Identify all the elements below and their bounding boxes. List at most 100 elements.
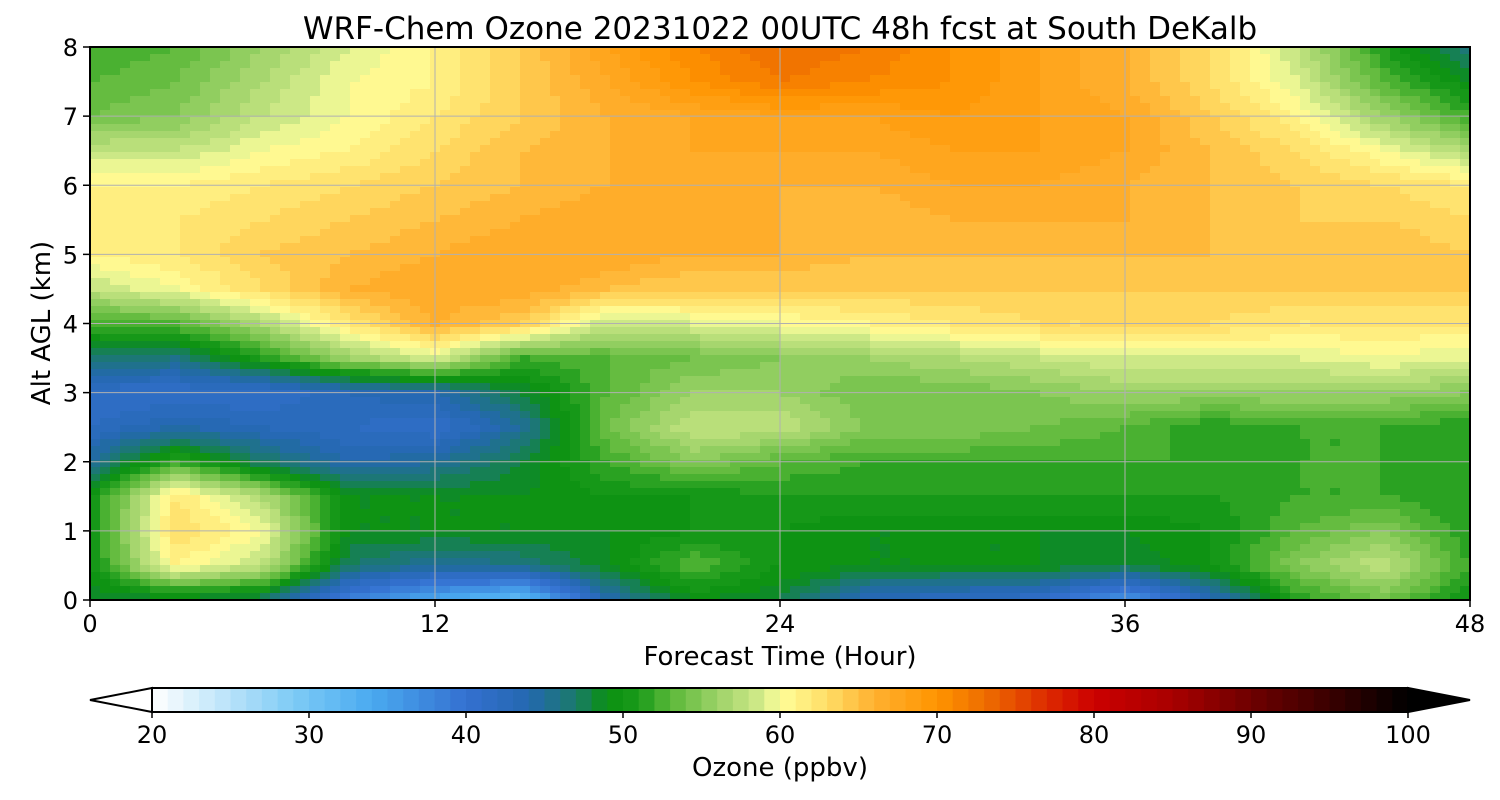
heatmap-cell (710, 215, 721, 223)
heatmap-cell (1270, 124, 1281, 132)
heatmap-cell (250, 61, 261, 69)
heatmap-cell (810, 285, 821, 293)
heatmap-cell (760, 187, 771, 195)
heatmap-cell (510, 194, 521, 202)
heatmap-cell (1340, 187, 1351, 195)
heatmap-cell (820, 229, 831, 237)
heatmap-cell (640, 292, 651, 300)
heatmap-cell (1060, 187, 1071, 195)
heatmap-cell (930, 257, 941, 265)
heatmap-cell (540, 96, 551, 104)
heatmap-cell (660, 103, 671, 111)
heatmap-cell (720, 166, 731, 174)
heatmap-cell (620, 257, 631, 265)
heatmap-cell (1330, 264, 1341, 272)
heatmap-cell (260, 103, 271, 111)
heatmap-cell (1410, 271, 1421, 279)
heatmap-cell (1370, 117, 1381, 125)
heatmap-cell (1100, 117, 1111, 125)
heatmap-cell (1060, 215, 1071, 223)
heatmap-cell (300, 264, 311, 272)
heatmap-cell (460, 257, 471, 265)
heatmap-cell (1170, 82, 1181, 90)
heatmap-cell (600, 271, 611, 279)
heatmap-cell (1190, 243, 1201, 251)
heatmap-cell (410, 173, 421, 181)
heatmap-cell (630, 187, 641, 195)
heatmap-cell (950, 215, 961, 223)
heatmap-cell (300, 131, 311, 139)
heatmap-cell (280, 208, 291, 216)
heatmap-cell (520, 264, 531, 272)
heatmap-cell (1180, 89, 1191, 97)
heatmap-cell (740, 75, 751, 83)
heatmap-cell (1430, 292, 1441, 300)
heatmap-cell (100, 215, 111, 223)
heatmap-cell (1220, 152, 1231, 160)
heatmap-cell (720, 194, 731, 202)
heatmap-cell (890, 75, 901, 83)
heatmap-cell (690, 82, 701, 90)
heatmap-cell (1170, 96, 1181, 104)
heatmap-cell (870, 173, 881, 181)
heatmap-cell (230, 187, 241, 195)
heatmap-cell (1000, 271, 1011, 279)
heatmap-cell (770, 82, 781, 90)
heatmap-cell (1080, 229, 1091, 237)
heatmap-cell (1270, 75, 1281, 83)
heatmap-cell (1440, 243, 1451, 251)
heatmap-cell (600, 75, 611, 83)
heatmap-cell (130, 54, 141, 62)
heatmap-cell (1110, 243, 1121, 251)
heatmap-cell (1010, 271, 1021, 279)
heatmap-cell (220, 131, 231, 139)
heatmap-cell (650, 264, 661, 272)
heatmap-cell (1110, 152, 1121, 160)
heatmap-cell (820, 145, 831, 153)
heatmap-cell (1010, 54, 1021, 62)
heatmap-cell (570, 180, 581, 188)
heatmap-cell (310, 208, 321, 216)
heatmap-cell (740, 285, 751, 293)
heatmap-cell (1350, 278, 1361, 286)
heatmap-cell (1360, 208, 1371, 216)
heatmap-cell (730, 75, 741, 83)
heatmap-cell (1090, 292, 1101, 300)
heatmap-cell (230, 124, 241, 132)
heatmap-cell (410, 124, 421, 132)
heatmap-cell (750, 180, 761, 188)
heatmap-cell (1300, 292, 1311, 300)
heatmap-cell (1450, 257, 1461, 265)
heatmap-cell (300, 222, 311, 230)
heatmap-cell (200, 236, 211, 244)
heatmap-cell (540, 166, 551, 174)
heatmap-cell (630, 96, 641, 104)
heatmap-cell (180, 152, 191, 160)
heatmap-cell (580, 243, 591, 251)
heatmap-cell (1410, 124, 1421, 132)
heatmap-cell (1260, 285, 1271, 293)
heatmap-cell (300, 285, 311, 293)
heatmap-cell (1300, 243, 1311, 251)
heatmap-cell (1170, 61, 1181, 69)
heatmap-cell (1060, 236, 1071, 244)
heatmap-cell (1210, 208, 1221, 216)
heatmap-cell (740, 110, 751, 118)
heatmap-cell (570, 243, 581, 251)
heatmap-cell (490, 47, 501, 55)
heatmap-cell (400, 117, 411, 125)
heatmap-cell (810, 54, 821, 62)
heatmap-cell (160, 152, 171, 160)
heatmap-cell (90, 173, 101, 181)
heatmap-cell (930, 229, 941, 237)
heatmap-cell (210, 236, 221, 244)
heatmap-cell (770, 250, 781, 258)
heatmap-cell (940, 250, 951, 258)
heatmap-cell (850, 243, 861, 251)
heatmap-cell (790, 257, 801, 265)
heatmap-cell (240, 173, 251, 181)
heatmap-cell (700, 145, 711, 153)
heatmap-cell (180, 110, 191, 118)
heatmap-cell (950, 229, 961, 237)
heatmap-cell (580, 222, 591, 230)
